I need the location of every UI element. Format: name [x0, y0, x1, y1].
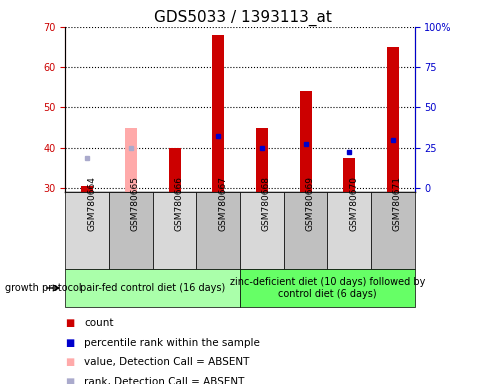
Text: zinc-deficient diet (10 days) followed by
control diet (6 days): zinc-deficient diet (10 days) followed b… — [229, 277, 424, 299]
Bar — [152, 192, 196, 269]
Text: GSM780667: GSM780667 — [218, 176, 227, 231]
Text: GSM780668: GSM780668 — [261, 176, 271, 231]
Bar — [168, 148, 180, 192]
Bar — [196, 192, 240, 269]
Text: ■: ■ — [65, 338, 75, 348]
Text: growth protocol: growth protocol — [5, 283, 81, 293]
Bar — [81, 186, 93, 192]
Text: ■: ■ — [65, 318, 75, 328]
Bar — [386, 47, 398, 192]
Text: GSM780666: GSM780666 — [174, 176, 183, 231]
Text: count: count — [84, 318, 113, 328]
Bar — [65, 192, 109, 269]
Text: GSM780670: GSM780670 — [348, 176, 358, 231]
Bar — [327, 192, 370, 269]
Text: GSM780664: GSM780664 — [87, 176, 96, 231]
Bar — [283, 192, 327, 269]
Text: ■: ■ — [65, 358, 75, 367]
Text: GSM780665: GSM780665 — [131, 176, 140, 231]
Bar — [299, 91, 311, 192]
Text: GSM780669: GSM780669 — [305, 176, 314, 231]
Text: rank, Detection Call = ABSENT: rank, Detection Call = ABSENT — [84, 377, 244, 384]
Bar — [125, 127, 136, 192]
Bar — [65, 269, 240, 307]
Text: ■: ■ — [65, 377, 75, 384]
Text: GDS5033 / 1393113_at: GDS5033 / 1393113_at — [153, 10, 331, 26]
Text: GSM780671: GSM780671 — [392, 176, 401, 231]
Bar — [212, 35, 224, 192]
Bar — [343, 158, 354, 192]
Bar — [109, 192, 152, 269]
Bar — [240, 269, 414, 307]
Bar — [240, 192, 283, 269]
Text: percentile rank within the sample: percentile rank within the sample — [84, 338, 259, 348]
Bar — [256, 127, 267, 192]
Bar — [370, 192, 414, 269]
Text: pair-fed control diet (16 days): pair-fed control diet (16 days) — [80, 283, 225, 293]
Text: value, Detection Call = ABSENT: value, Detection Call = ABSENT — [84, 358, 249, 367]
